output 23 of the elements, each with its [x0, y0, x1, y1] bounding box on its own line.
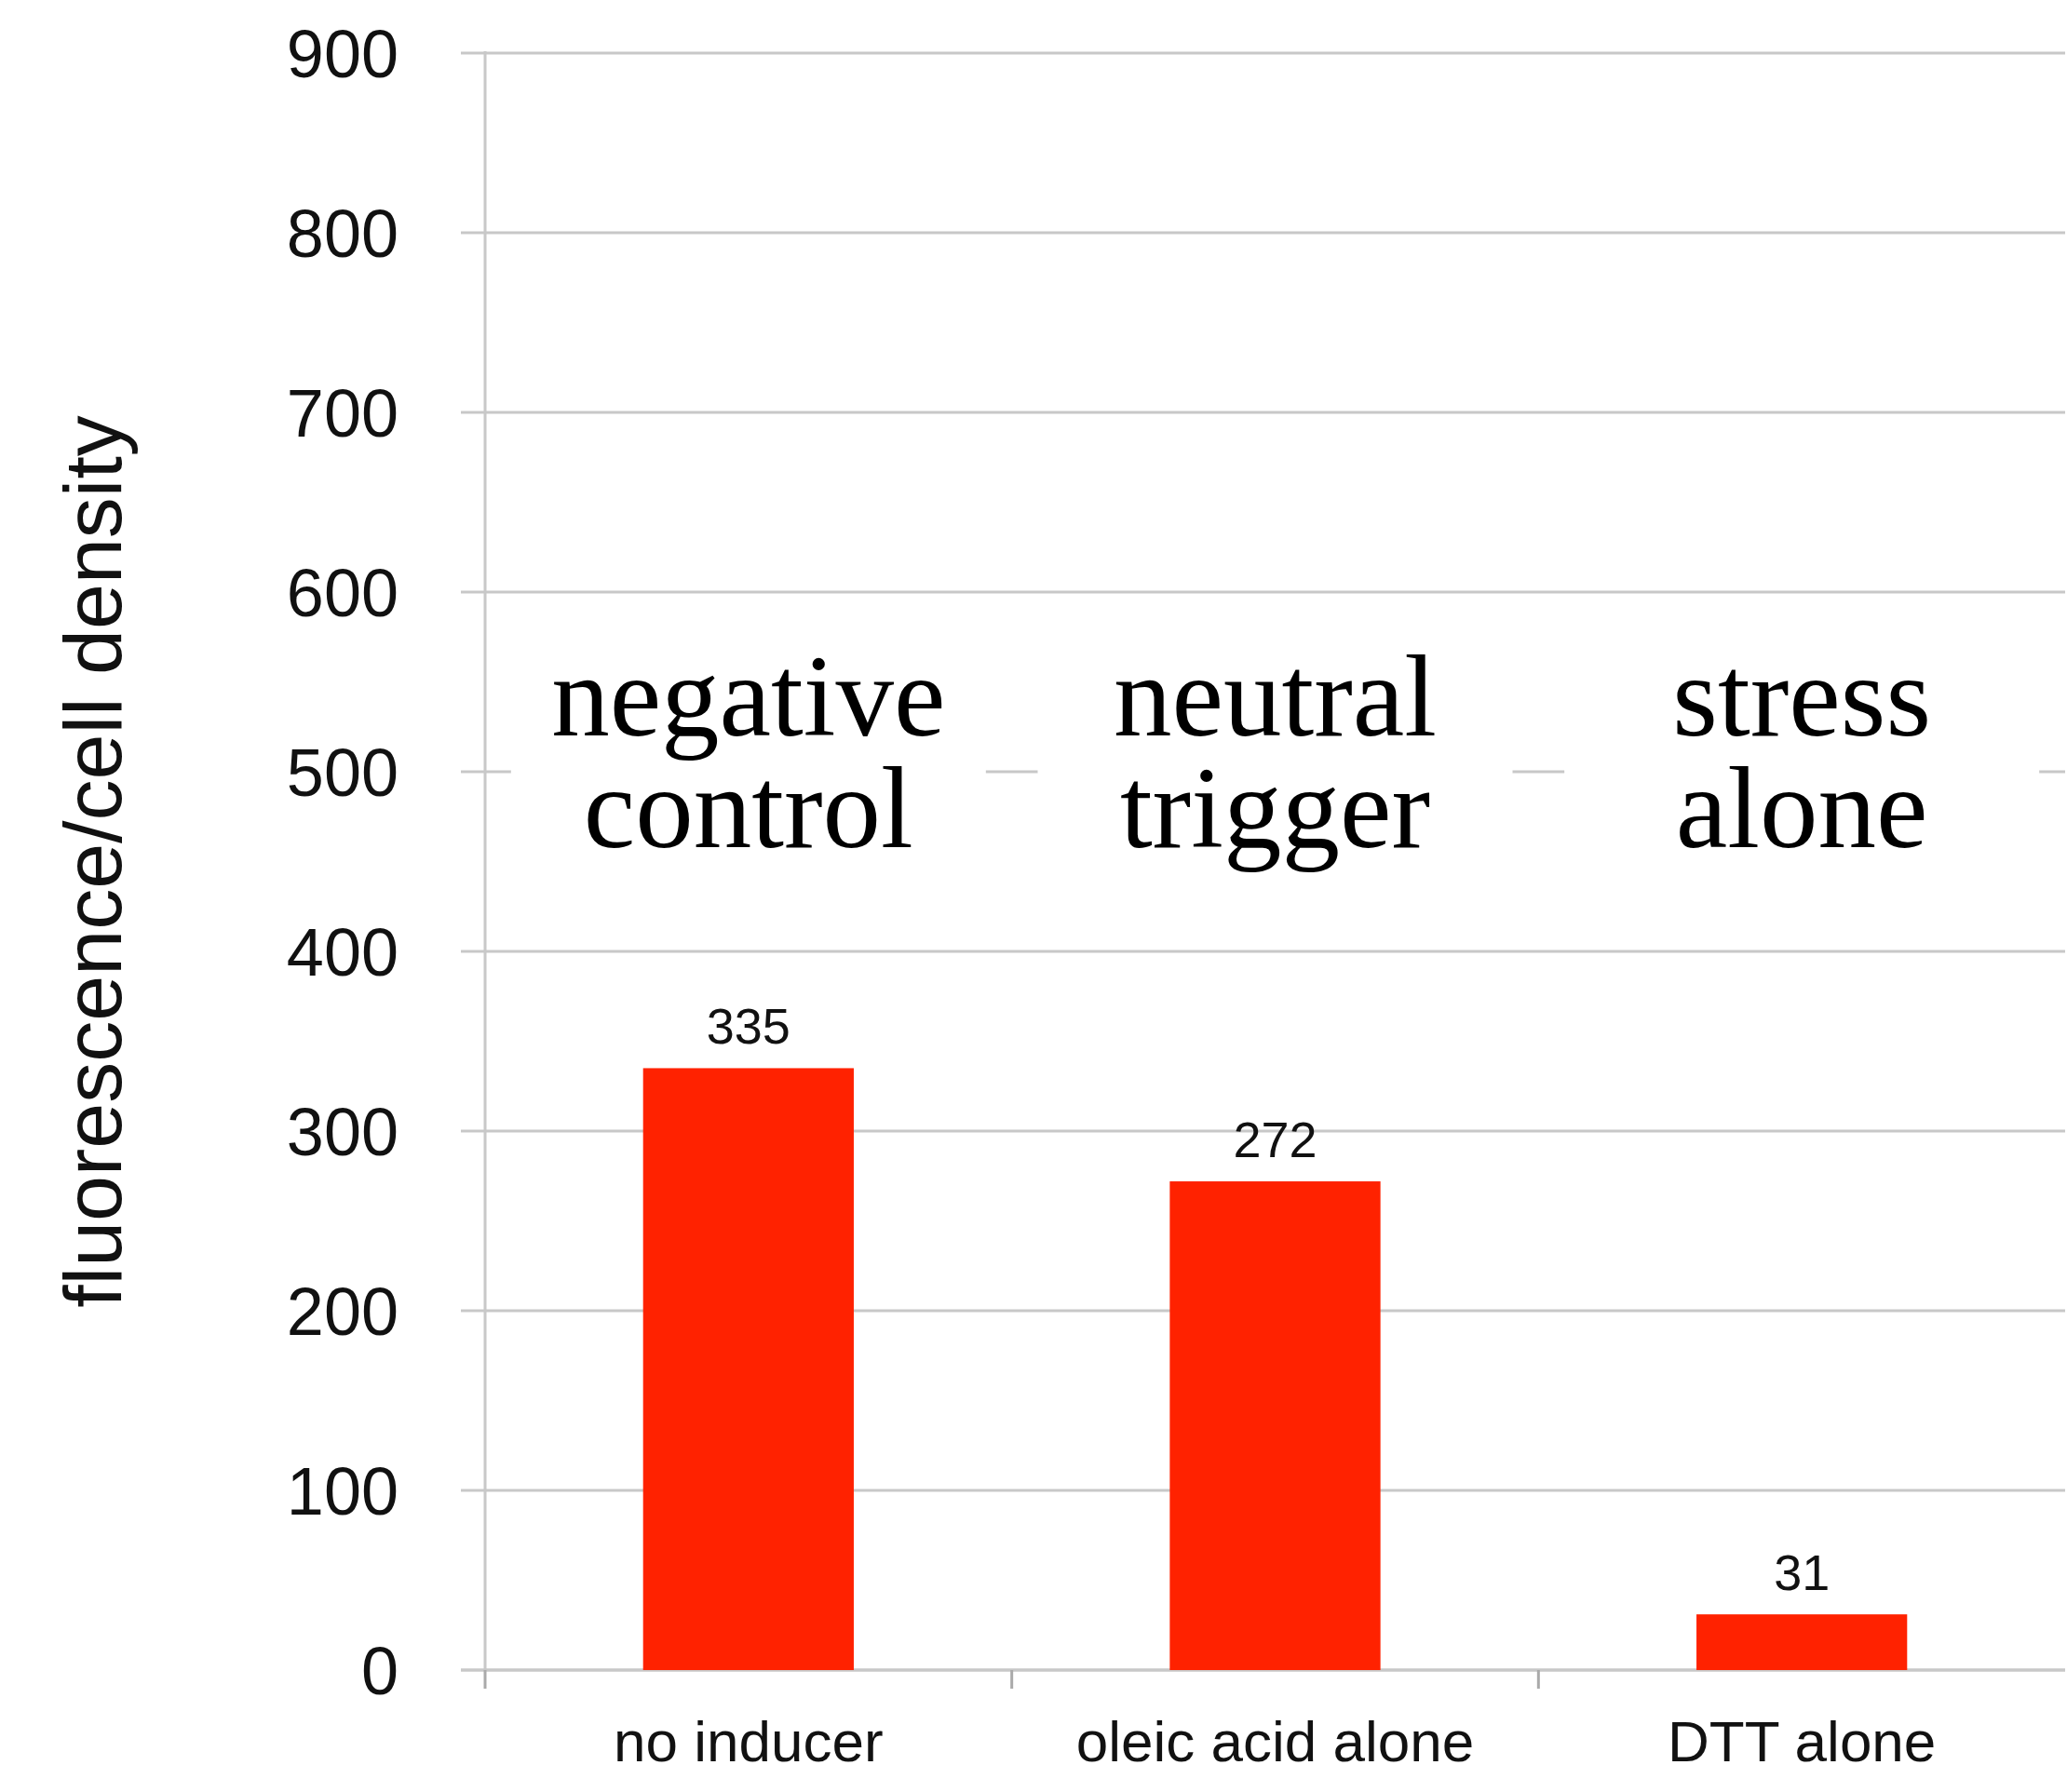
y-tick-label: 700 [286, 375, 399, 451]
y-tick-label: 100 [286, 1453, 399, 1529]
annotation: neutral trigger [1113, 632, 1438, 872]
data-label: 272 [1233, 1112, 1317, 1168]
y-tick-label: 200 [286, 1273, 399, 1349]
y-axis-title: fluorescence/cell density [47, 415, 139, 1308]
data-label: 31 [1774, 1544, 1831, 1601]
annotation: stress alone [1672, 632, 1932, 872]
annotation: negative control [551, 632, 946, 872]
y-tick-label: 300 [286, 1094, 399, 1169]
y-tick-label: 400 [286, 914, 399, 990]
y-tick-label: 500 [286, 734, 399, 810]
bar [1696, 1614, 1908, 1670]
bar [642, 1068, 854, 1670]
bar [1169, 1181, 1381, 1670]
y-tick-label: 800 [286, 195, 399, 271]
y-tick-label: 900 [286, 16, 399, 91]
data-label: 335 [706, 998, 790, 1055]
x-tick-label: DTT alone [1668, 1709, 1937, 1773]
y-tick-label: 0 [360, 1633, 399, 1708]
x-tick-label: oleic acid alone [1075, 1709, 1475, 1773]
y-tick-label: 600 [286, 555, 399, 630]
x-tick-label: no inducer [614, 1709, 884, 1773]
